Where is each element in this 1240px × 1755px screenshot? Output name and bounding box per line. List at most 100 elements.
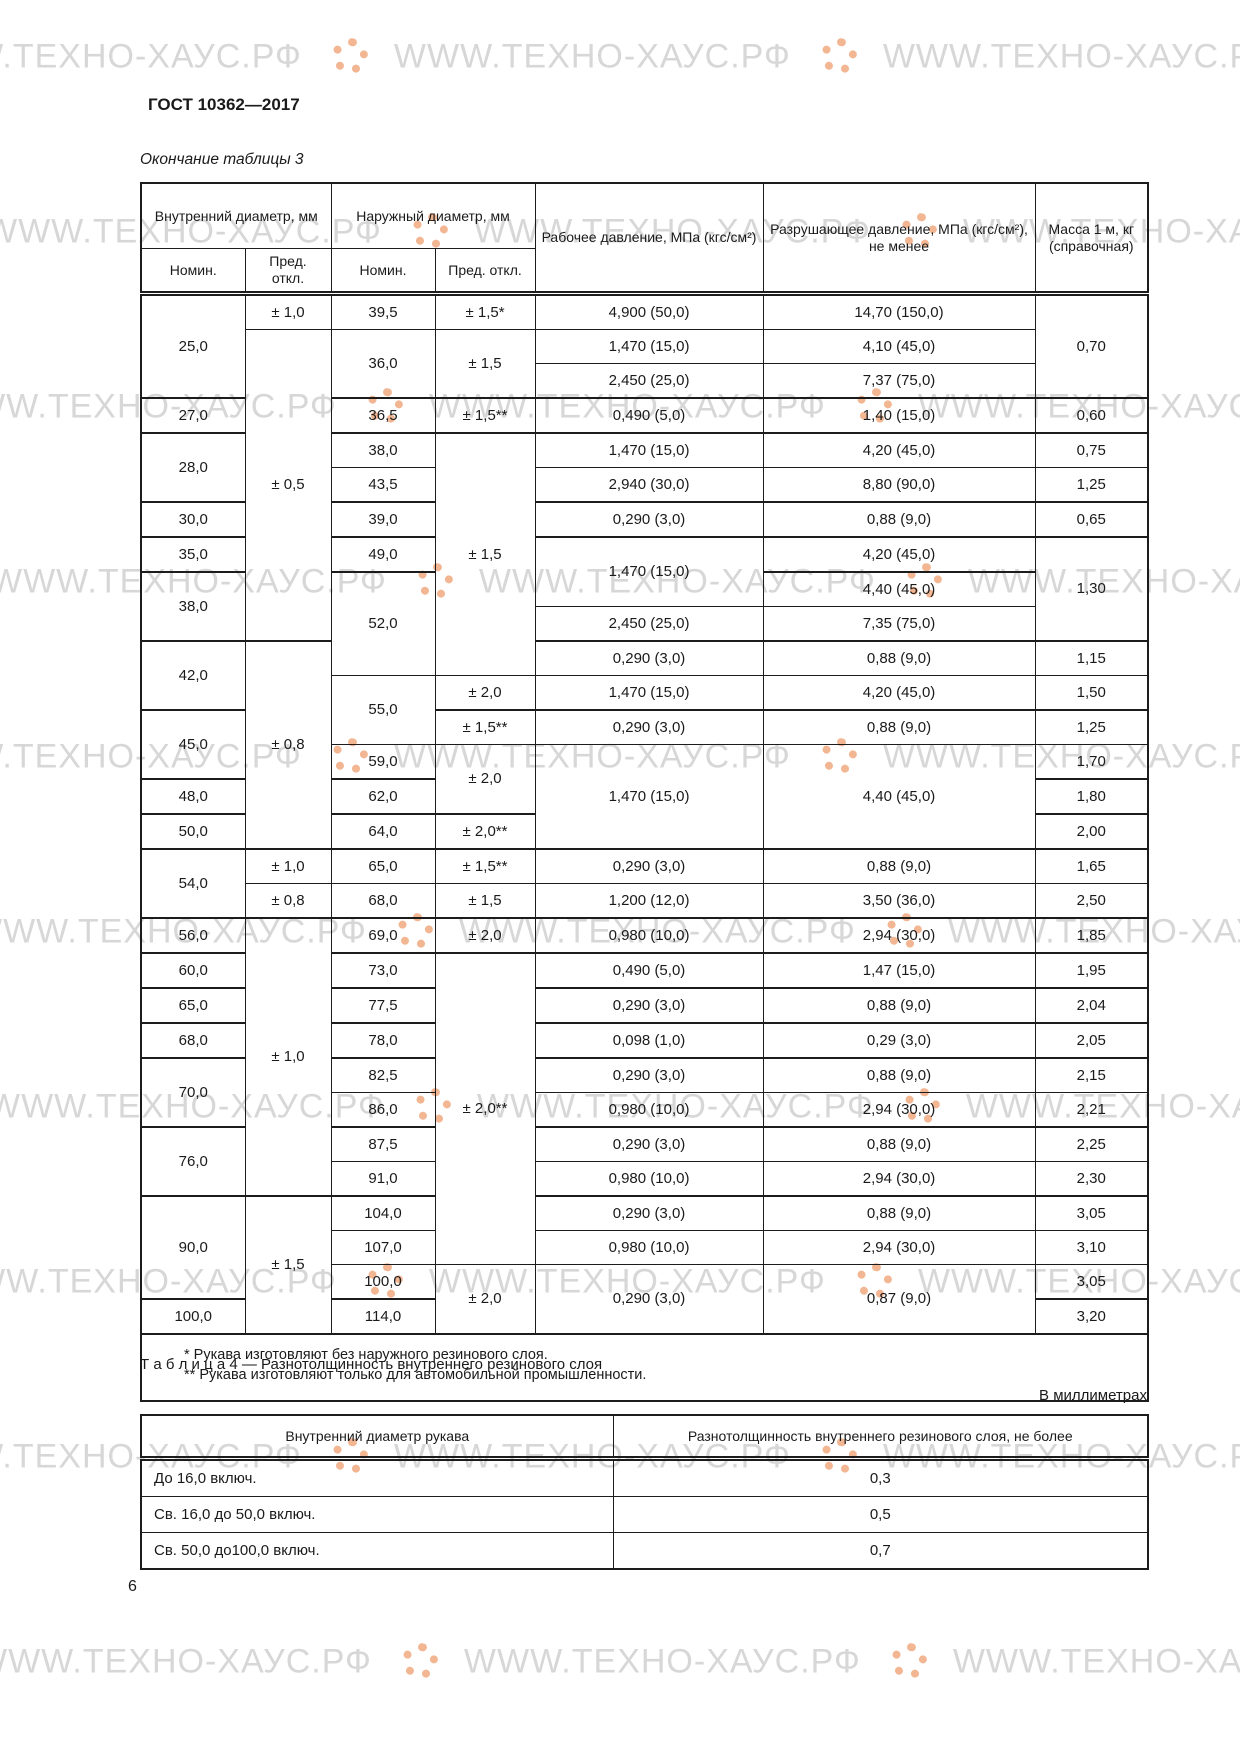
t3-row: 65,0 77,5 0,290 (3,0) 0,88 (9,0) 2,04 xyxy=(140,987,1149,1024)
t3-cell: 0,70 xyxy=(1034,293,1149,399)
t3-cell: 2,21 xyxy=(1034,1092,1149,1128)
t3-cell: 1,95 xyxy=(1034,952,1149,989)
t3-cell: 38,0 xyxy=(140,571,246,642)
t3-cell: 4,40 (45,0) xyxy=(762,571,1036,607)
t3-cell: 2,940 (30,0) xyxy=(534,467,764,503)
t3-cell: 0,88 (9,0) xyxy=(762,1195,1036,1231)
t3-cell: 0,290 (3,0) xyxy=(534,1126,764,1162)
t3-cell: 73,0 xyxy=(330,952,436,989)
t3-cell: 7,37 (75,0) xyxy=(762,363,1036,399)
t3-cell: ± 2,0** xyxy=(434,813,536,850)
t3-cell: 4,900 (50,0) xyxy=(534,293,764,330)
t4-row: Св. 16,0 до 50,0 включ. 0,5 xyxy=(140,1496,1149,1533)
t3-cell: 0,290 (3,0) xyxy=(534,709,764,745)
t3-row: 86,0 0,980 (10,0) 2,94 (30,0) 2,21 xyxy=(141,1092,1149,1128)
t3-cell: 7,35 (75,0) xyxy=(762,606,1036,642)
t3-cell: 2,15 xyxy=(1034,1057,1149,1093)
table4-thickness-variation: Внутренний диаметр рукава Разнотолщиннос… xyxy=(140,1414,1149,1570)
t4-row: Св. 50,0 до100,0 включ. 0,7 xyxy=(140,1532,1149,1570)
t3-cell: 100,0 xyxy=(140,1298,246,1335)
t3-cell: ± 1,0 xyxy=(244,848,332,884)
t3-cell: 70,0 xyxy=(140,1057,246,1128)
t3-cell: 4,10 (45,0) xyxy=(762,329,1036,364)
t3-row: 2,450 (25,0) 7,37 (75,0) xyxy=(141,363,1148,399)
t3-cell: 4,40 (45,0) xyxy=(762,744,1036,850)
t3-cell: 1,40 (15,0) xyxy=(762,397,1036,434)
t3-footnotes-row: * Рукава изготовляют без наружного резин… xyxy=(140,1333,1149,1402)
t3-cell: 107,0 xyxy=(330,1230,436,1265)
t3-row: 45,0 ± 1,5** 0,290 (3,0) 0,88 (9,0) 1,25 xyxy=(140,709,1149,780)
t4-row: До 16,0 включ. 0,3 xyxy=(140,1458,1149,1497)
t3-cell: 114,0 xyxy=(330,1298,436,1335)
t3-cell: 2,450 (25,0) xyxy=(534,606,764,642)
t4-cell: 0,5 xyxy=(612,1496,1149,1533)
col-inner-nominal: Номин. xyxy=(140,248,246,296)
t3-cell: 2,450 (25,0) xyxy=(534,363,764,399)
t3-row: 55,0 ± 2,0 1,470 (15,0) 4,20 (45,0) 1,50 xyxy=(141,675,1149,745)
t3-cell: 50,0 xyxy=(140,813,246,850)
table3-hose-parameters: Внутренний диаметр, мм Наружный диаметр,… xyxy=(140,182,1150,1402)
col-hose-inner-diameter: Внутренний диаметр рукава xyxy=(140,1414,614,1461)
t3-cell: 0,290 (3,0) xyxy=(534,848,764,884)
t3-cell: 2,05 xyxy=(1034,1022,1149,1059)
t3-cell: 68,0 xyxy=(140,1022,246,1059)
t3-cell: 3,10 xyxy=(1034,1230,1149,1265)
t3-row: 59,0 ± 2,0 1,470 (15,0) 4,40 (45,0) 1,70 xyxy=(141,744,1149,850)
t3-cell: 43,5 xyxy=(330,467,436,503)
t3-cell: 30,0 xyxy=(140,501,246,538)
t3-cell: 3,20 xyxy=(1034,1298,1149,1335)
t3-cell: 60,0 xyxy=(140,952,246,989)
t3-cell: 49,0 xyxy=(330,536,436,573)
t3-cell: 0,29 (3,0) xyxy=(762,1022,1036,1059)
t3-row: 38,0 52,0 4,40 (45,0) xyxy=(140,571,1148,676)
t3-cell: 0,980 (10,0) xyxy=(534,1230,764,1265)
t3-cell: 0,60 xyxy=(1034,397,1149,434)
table3-continuation-caption: Окончание таблицы 3 xyxy=(140,151,304,168)
col-outer-diameter: Наружный диаметр, мм xyxy=(330,182,536,249)
t3-cell: 91,0 xyxy=(330,1161,436,1197)
t3-cell: 0,88 (9,0) xyxy=(762,501,1036,538)
t3-cell: 0,88 (9,0) xyxy=(762,848,1036,884)
t3-row: 25,0 ± 1,0 39,5 ± 1,5* 4,900 (50,0) 14,70 (15… xyxy=(140,293,1149,399)
t3-cell: 39,0 xyxy=(330,501,436,538)
t3-cell: 42,0 xyxy=(140,640,246,711)
t3-cell: 0,980 (10,0) xyxy=(534,1092,764,1128)
t3-cell: 78,0 xyxy=(330,1022,436,1059)
t3-cell: 87,5 xyxy=(330,1126,436,1162)
t3-cell: 1,65 xyxy=(1034,848,1149,884)
t3-cell: 77,5 xyxy=(330,987,436,1024)
table-footnote-line: ** Рукава изготовляют только для автомоб… xyxy=(184,1367,647,1384)
t3-cell: 2,30 xyxy=(1034,1161,1149,1197)
t3-cell: 1,47 (15,0) xyxy=(762,952,1036,989)
t3-cell: 3,05 xyxy=(1034,1264,1149,1300)
t3-cell: 82,5 xyxy=(330,1057,436,1093)
t3-cell: 39,5 xyxy=(330,293,436,330)
t3-cell: 2,25 xyxy=(1034,1126,1149,1162)
t3-row: 60,0 73,0 ± 2,0** 0,490 (5,0) 1,47 (15,0) 1,9… xyxy=(140,952,1149,1265)
t3-cell: 1,470 (15,0) xyxy=(534,675,764,711)
t3-cell: 0,290 (3,0) xyxy=(534,1057,764,1093)
t3-cell: 35,0 xyxy=(140,536,246,573)
t3-cell: 104,0 xyxy=(330,1195,436,1231)
t3-cell: 14,70 (150,0) xyxy=(762,293,1036,330)
col-burst-pressure: Разрушающее давление, МПа (кгс/см²), не … xyxy=(762,182,1036,296)
t3-cell: 86,0 xyxy=(330,1092,436,1128)
t3-cell: ± 1,5 xyxy=(434,329,536,399)
t3-cell: 25,0 xyxy=(140,293,246,399)
table4-header: Внутренний диаметр рукава Разнотолщиннос… xyxy=(140,1414,1149,1461)
t3-row: 28,0 38,0 ± 1,5 1,470 (15,0) 4,20 (45,0) 0,75 xyxy=(140,432,1149,676)
t3-row: 56,0 ± 1,0 69,0 ± 2,0 0,980 (10,0) 2,94 (30,0… xyxy=(140,917,1149,1197)
t3-cell: ± 2,0 xyxy=(434,1264,536,1335)
table4-caption: Т а б л и ц а 4 — Разнотолщинность внутр… xyxy=(140,1356,603,1373)
t3-row: 48,0 62,0 1,80 xyxy=(140,778,1149,815)
t3-cell: 90,0 xyxy=(140,1195,246,1300)
t3-cell: 0,290 (3,0) xyxy=(534,501,764,538)
t3-cell: 1,470 (15,0) xyxy=(534,432,764,468)
t3-cell: 0,290 (3,0) xyxy=(534,1195,764,1231)
t3-cell: ± 1,5 xyxy=(244,1195,332,1335)
t3-cell: ± 1,0 xyxy=(244,917,332,1197)
t3-row: 2,450 (25,0) 7,35 (75,0) xyxy=(141,606,1148,642)
t3-cell: ± 2,0 xyxy=(434,675,536,711)
t3-cell: 100,0 xyxy=(330,1264,436,1300)
